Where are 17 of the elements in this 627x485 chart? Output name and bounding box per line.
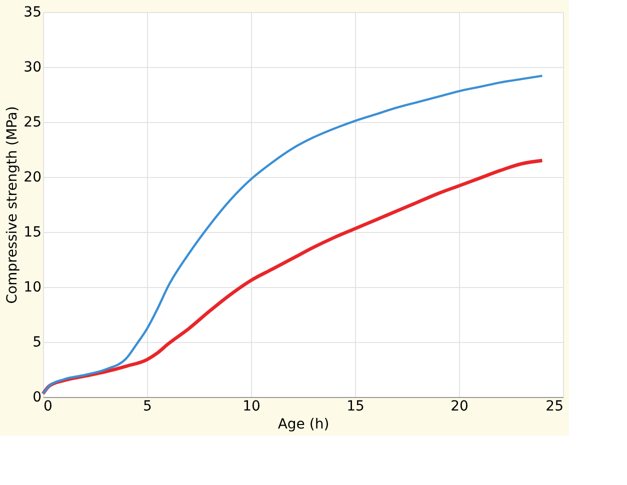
y-axis-title: Compressive strength (MPa) (4, 106, 21, 304)
x-tick-label: 0 (44, 398, 52, 414)
x-axis-title: Age (h) (278, 416, 330, 432)
y-tick-label: 5 (32, 334, 42, 350)
x-tick-label: 10 (242, 398, 260, 414)
y-tick-label: 20 (24, 170, 42, 186)
x-tick-label: 25 (546, 398, 564, 414)
y-tick-label: 15 (24, 224, 42, 240)
y-tick-label: 25 (24, 114, 42, 130)
x-tick-label: 5 (143, 398, 152, 414)
y-tick-label: 35 (24, 4, 42, 20)
line-series (42, 74, 544, 395)
y-tick-label: 30 (24, 60, 42, 76)
y-tick-label: 10 (24, 280, 42, 296)
line-series (41, 158, 544, 396)
x-tick-label: 20 (450, 398, 468, 414)
x-tick-label: 15 (346, 398, 364, 414)
